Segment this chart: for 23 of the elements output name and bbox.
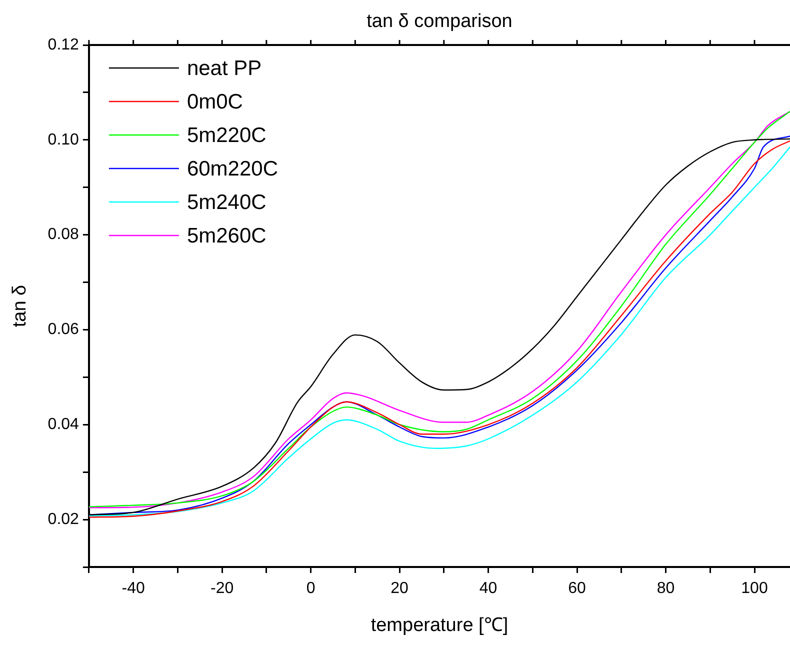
x-tick-label: -20 — [210, 580, 234, 598]
y-tick-label: 0.12 — [48, 36, 80, 54]
x-tick-label: 100 — [741, 580, 768, 598]
text: 0.10 — [48, 131, 79, 148]
x-tick-label: 60 — [568, 580, 586, 598]
x-tick-label: 80 — [656, 580, 675, 598]
y-axis-title: tan δ — [10, 284, 31, 328]
x-tick-label: 0 — [306, 580, 316, 598]
y-tick-label: 0.06 — [48, 321, 80, 338]
chart-title: tan δ comparison — [366, 11, 512, 32]
y-tick-label: 0.02 — [48, 510, 80, 528]
x-tick-label: 20 — [390, 580, 409, 598]
legend-label: 5m220C — [186, 124, 266, 147]
x-axis-title: temperature [℃] — [370, 614, 508, 636]
x-tick-label: -40 — [122, 580, 145, 598]
legend-label: neat PP — [186, 56, 262, 80]
legend-label: 5m260C — [186, 224, 266, 248]
y-tick-label: 0.04 — [48, 416, 80, 434]
x-tick-label: 40 — [479, 580, 498, 598]
legend-label: 0m0C — [186, 90, 243, 114]
legend-label: 60m220C — [186, 157, 278, 180]
y-tick-label: 0.08 — [48, 226, 80, 244]
legend-label: 5m240C — [186, 190, 266, 214]
